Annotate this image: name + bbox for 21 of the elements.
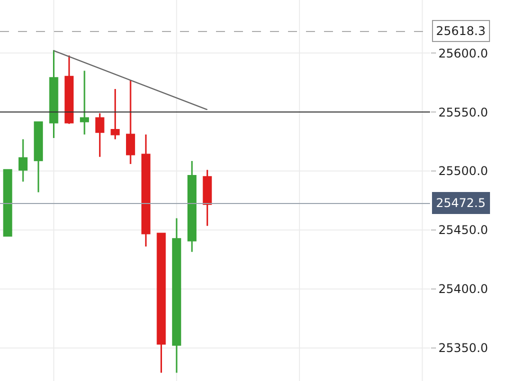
candlestick xyxy=(187,160,196,253)
candlestick xyxy=(34,121,43,194)
y-tick-label: 25350.0 xyxy=(438,341,488,356)
candlestick xyxy=(49,49,58,139)
ref-line-label: 25618.3 xyxy=(436,24,486,38)
candlestick xyxy=(64,54,74,125)
candlestick xyxy=(3,169,12,237)
y-tick-label: 25400.0 xyxy=(438,282,488,296)
candlestick xyxy=(110,88,120,140)
ref-line-label: 25472.5 xyxy=(436,196,486,210)
candlestick xyxy=(80,70,89,136)
candlestick xyxy=(95,112,104,158)
y-tick-label: 25500.0 xyxy=(438,164,488,178)
candlestick xyxy=(156,232,166,374)
candlestick xyxy=(126,79,136,165)
candlestick xyxy=(202,169,212,227)
y-tick-label: 25450.0 xyxy=(438,223,488,238)
y-tick-label: 25600.0 xyxy=(438,46,488,60)
y-tick-label: 25550.0 xyxy=(438,105,488,120)
candlestick xyxy=(18,138,28,182)
candlestick xyxy=(141,134,150,248)
